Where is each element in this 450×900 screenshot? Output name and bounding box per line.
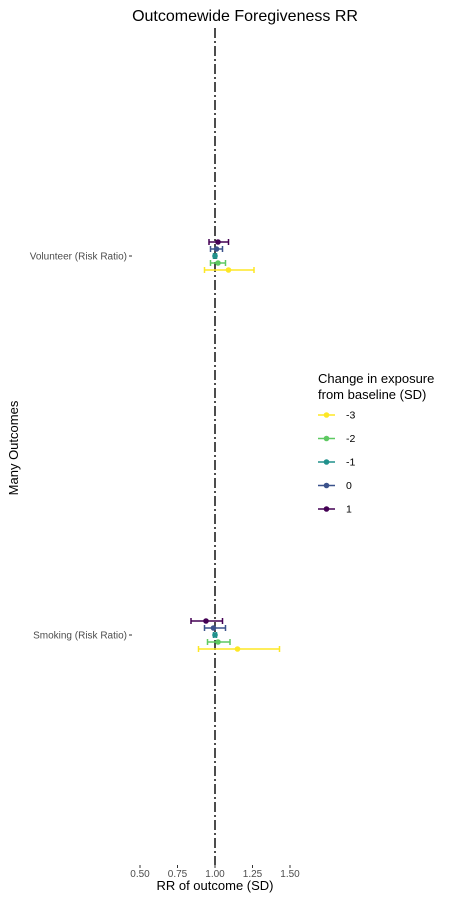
point-estimate [215, 639, 221, 645]
legend-key-point [323, 482, 330, 489]
x-tick-label: 0.75 [168, 869, 188, 880]
legend: Change in exposure from baseline (SD) -3… [318, 371, 434, 516]
legend-title-line-2: from baseline (SD) [318, 387, 426, 402]
series--1-category-1 [212, 632, 218, 638]
point-estimate [212, 253, 218, 259]
legend-item-0: 0 [318, 480, 352, 492]
legend-label: -3 [346, 410, 355, 422]
x-tick-label: 1.25 [243, 869, 263, 880]
point-estimate [212, 632, 218, 638]
legend-key-point [323, 412, 330, 418]
point-estimate [215, 239, 221, 245]
x-tick-label: 1.50 [280, 869, 300, 880]
y-tick-label: Smoking (Risk Ratio) [33, 631, 127, 642]
point-estimate [203, 618, 209, 624]
legend-title-line-1: Change in exposure [318, 371, 434, 386]
legend-item-1: 1 [318, 504, 352, 516]
series--3-category-1 [197, 646, 281, 652]
series-0-category-0 [209, 246, 224, 252]
legend-key-point [323, 459, 330, 465]
legend-items: -3 -2 -1 0 1 [318, 410, 355, 516]
legend-label: 0 [346, 480, 352, 492]
point-estimate [210, 625, 217, 631]
point-estimate [215, 260, 221, 266]
plot-area [190, 28, 281, 865]
series--2-category-0 [209, 260, 227, 266]
series-0-category-1 [203, 625, 227, 631]
legend-label: 1 [346, 504, 352, 516]
legend-label: -1 [346, 457, 355, 469]
point-estimate [213, 246, 220, 252]
series-1-category-1 [190, 618, 224, 624]
y-axis-title: Many Outcomes [6, 400, 21, 495]
point-estimate [234, 646, 241, 652]
y-tick-label: Volunteer (Risk Ratio) [30, 252, 127, 263]
x-axis-title: RR of outcome (SD) [156, 878, 273, 893]
series-1-category-0 [208, 239, 230, 245]
x-tick-label: 1.00 [205, 869, 225, 880]
x-axis: 0.50 0.75 1.00 1.25 1.50 [130, 865, 300, 880]
series--3-category-0 [203, 267, 255, 273]
legend-key-point [323, 506, 330, 512]
legend-key-point [323, 435, 330, 442]
legend-item--1: -1 [318, 457, 355, 469]
point-estimate [225, 267, 232, 273]
series--2-category-1 [206, 639, 231, 645]
legend-item--2: -2 [318, 433, 355, 445]
chart-title: Outcomewide Foregiveness RR [132, 8, 358, 25]
y-axis: Volunteer (Risk Ratio) Smoking (Risk Rati… [30, 252, 132, 642]
series--1-category-0 [212, 253, 218, 259]
legend-label: -2 [346, 433, 355, 445]
x-tick-label: 0.50 [130, 869, 150, 880]
legend-item--3: -3 [318, 410, 355, 422]
